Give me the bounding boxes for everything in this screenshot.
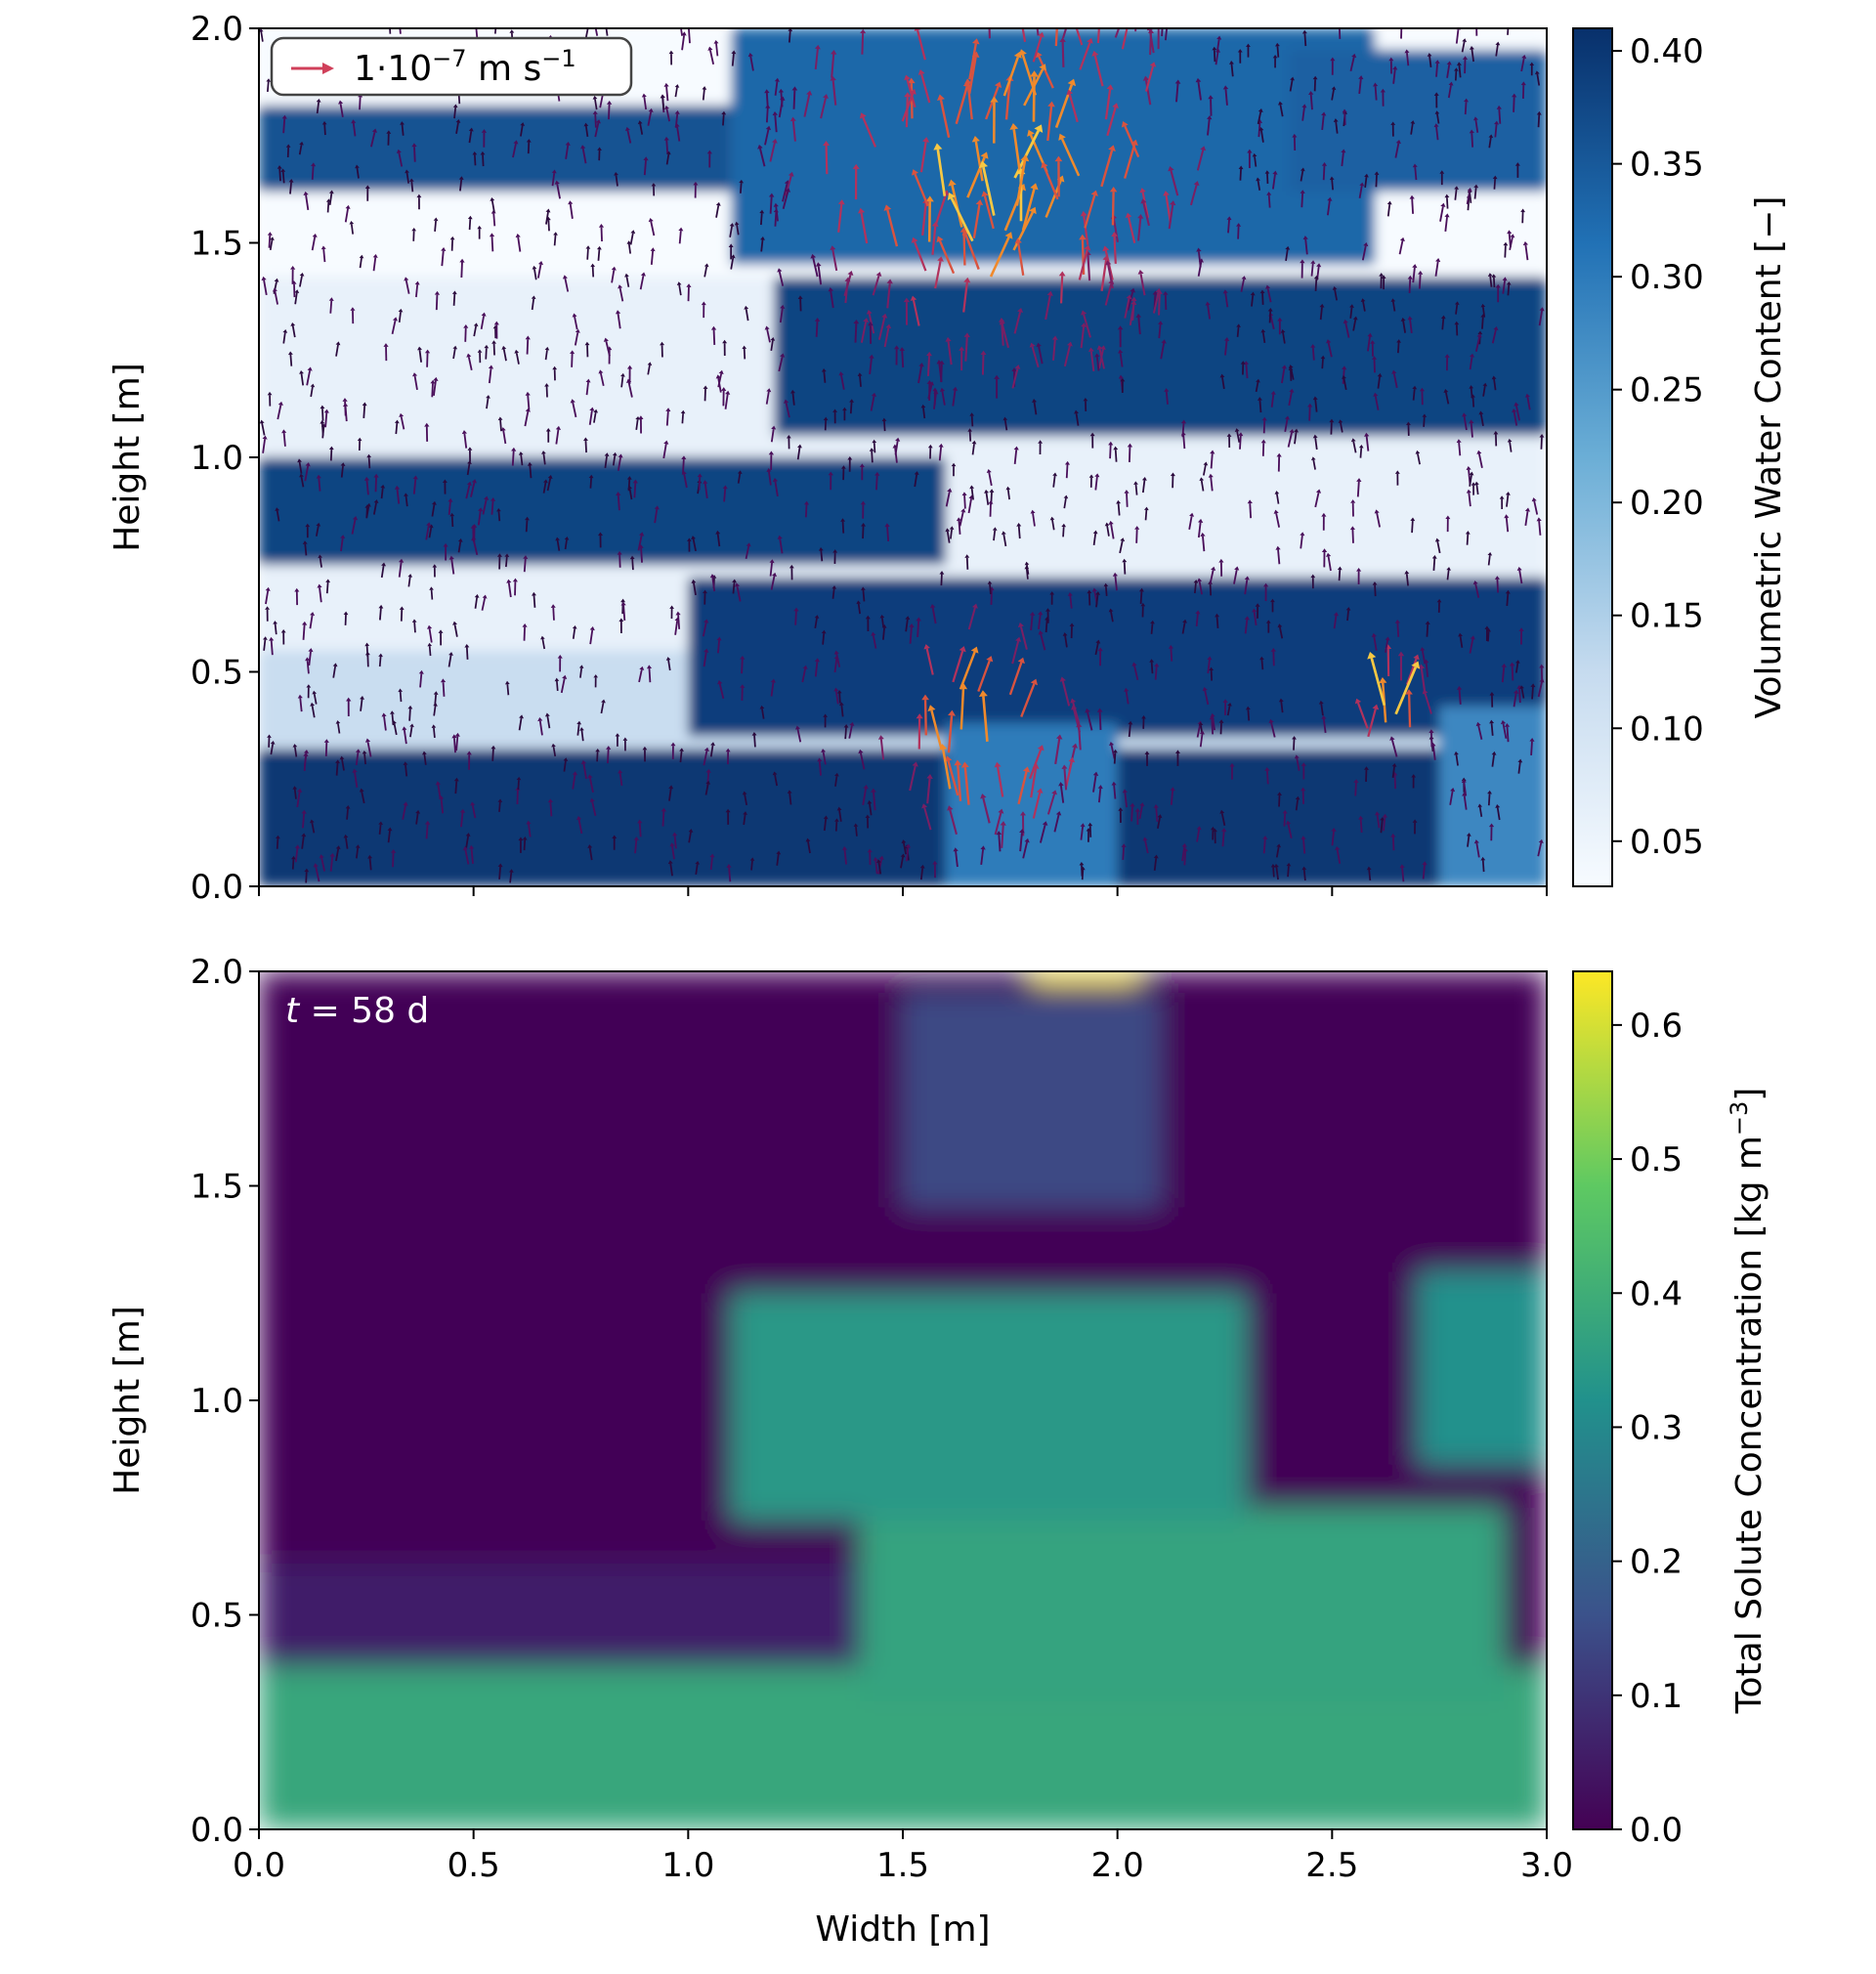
water-content-heatmap — [259, 28, 1547, 886]
top-heatmap-region — [1289, 50, 1547, 192]
colorbar-tick-label: 0.10 — [1630, 709, 1704, 749]
bottom-heatmap-region — [860, 1508, 1504, 1701]
water-content-colorbar-bar — [1573, 28, 1612, 886]
x-axis-label: Width [m] — [815, 1910, 990, 1950]
solute-concentration-panel: 0.0 0.5 1.0 1.5 2.0 0.0 0.5 1.0 1.5 2.0 2.5 3.0 He… — [107, 953, 1769, 1950]
water-content-colorbar: 0.05 0.10 0.15 0.20 0.25 0.30 0.35 0.40 Volumet… — [1573, 28, 1789, 886]
colorbar-tick-label: 0.3 — [1630, 1408, 1683, 1447]
top-heatmap-region — [731, 28, 1375, 264]
bottom-y-axis: 0.0 0.5 1.0 1.5 2.0 — [191, 953, 259, 1850]
top-heatmap-region — [259, 750, 1547, 886]
colorbar-tick-label: 0.6 — [1630, 1007, 1683, 1046]
colorbar-tick-label: 0.35 — [1630, 146, 1704, 185]
bottom-y-axis-label: Height [m] — [107, 1306, 148, 1495]
bottom-x-tick-label: 3.0 — [1520, 1846, 1573, 1885]
top-y-tick-label: 0.5 — [191, 654, 243, 693]
bottom-y-tick-label: 1.0 — [191, 1382, 243, 1421]
top-heatmap-region — [774, 278, 1547, 436]
top-y-tick-label: 1.5 — [191, 225, 243, 264]
top-heatmap-region — [946, 723, 1118, 886]
bottom-x-tick-label: 2.0 — [1091, 1846, 1144, 1885]
bottom-x-axis: 0.0 0.5 1.0 1.5 2.0 2.5 3.0 — [233, 1829, 1573, 1885]
bottom-heatmap-region — [259, 1564, 860, 1666]
bottom-y-tick-label: 0.5 — [191, 1597, 243, 1636]
bottom-y-tick-label: 0.0 — [191, 1811, 243, 1850]
water-content-colorbar-ticks: 0.05 0.10 0.15 0.20 0.25 0.30 0.35 0.40 — [1612, 32, 1704, 862]
solute-colorbar: 0.0 0.1 0.2 0.3 0.4 0.5 0.6 Total Solute Conce… — [1573, 971, 1769, 1850]
bottom-x-tick-label: 1.5 — [876, 1846, 929, 1885]
top-y-tick-label: 0.0 — [191, 868, 243, 907]
colorbar-tick-label: 0.2 — [1630, 1543, 1683, 1582]
bottom-x-tick-label: 0.5 — [448, 1846, 500, 1885]
top-y-tick-label: 1.0 — [191, 439, 243, 478]
bottom-heatmap-region — [731, 1293, 1246, 1521]
colorbar-tick-label: 0.25 — [1630, 371, 1704, 410]
colorbar-tick-label: 0.05 — [1630, 823, 1704, 862]
bottom-y-tick-label: 2.0 — [191, 953, 243, 992]
water-content-colorbar-label: Volumetric Water Content [−] — [1749, 196, 1789, 719]
top-y-axis-label: Height [m] — [107, 363, 148, 552]
bottom-x-tick-label: 2.5 — [1305, 1846, 1358, 1885]
time-annotation: t = 58 d — [285, 991, 429, 1031]
bottom-x-tick-label: 0.0 — [233, 1846, 285, 1885]
bottom-y-tick-label: 1.5 — [191, 1168, 243, 1207]
bottom-heatmap-region — [1032, 971, 1139, 984]
colorbar-tick-label: 0.5 — [1630, 1140, 1683, 1180]
solute-colorbar-label: Total Solute Concentration [kg m−3] — [1726, 1088, 1769, 1715]
colorbar-tick-label: 0.30 — [1630, 258, 1704, 297]
colorbar-tick-label: 0.4 — [1630, 1274, 1683, 1313]
bottom-heatmap-region — [1418, 1271, 1547, 1465]
water-content-panel: 0.00.51.01.52.0 Height [m] 1·10−7 m s−1 … — [107, 7, 1789, 907]
colorbar-tick-label: 0.20 — [1630, 484, 1704, 523]
colorbar-tick-label: 0.40 — [1630, 32, 1704, 71]
velocity-legend: 1·10−7 m s−1 — [272, 38, 631, 95]
solute-colorbar-ticks: 0.0 0.1 0.2 0.3 0.4 0.5 0.6 — [1612, 1007, 1683, 1850]
solute-colorbar-bar — [1573, 971, 1612, 1829]
bottom-x-tick-label: 1.0 — [661, 1846, 714, 1885]
colorbar-tick-label: 0.15 — [1630, 597, 1704, 636]
bottom-heatmap-region — [903, 993, 1161, 1207]
solute-concentration-heatmap — [259, 971, 1547, 1829]
top-y-axis: 0.0 0.5 1.0 1.5 2.0 — [191, 10, 259, 907]
colorbar-tick-label: 0.0 — [1630, 1811, 1683, 1850]
top-y-tick-label: 2.0 — [191, 10, 243, 49]
top-x-axis — [259, 886, 1547, 896]
top-heatmap-region — [259, 106, 731, 192]
colorbar-tick-label: 0.1 — [1630, 1677, 1683, 1716]
